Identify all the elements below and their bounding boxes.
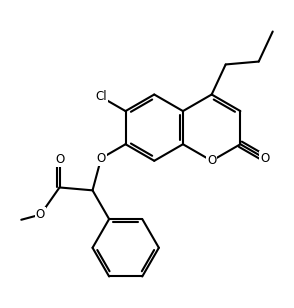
Text: O: O	[96, 152, 106, 165]
Text: Cl: Cl	[95, 91, 107, 103]
Text: O: O	[260, 152, 269, 165]
Text: O: O	[36, 208, 45, 221]
Text: O: O	[55, 153, 64, 166]
Text: O: O	[207, 154, 216, 167]
